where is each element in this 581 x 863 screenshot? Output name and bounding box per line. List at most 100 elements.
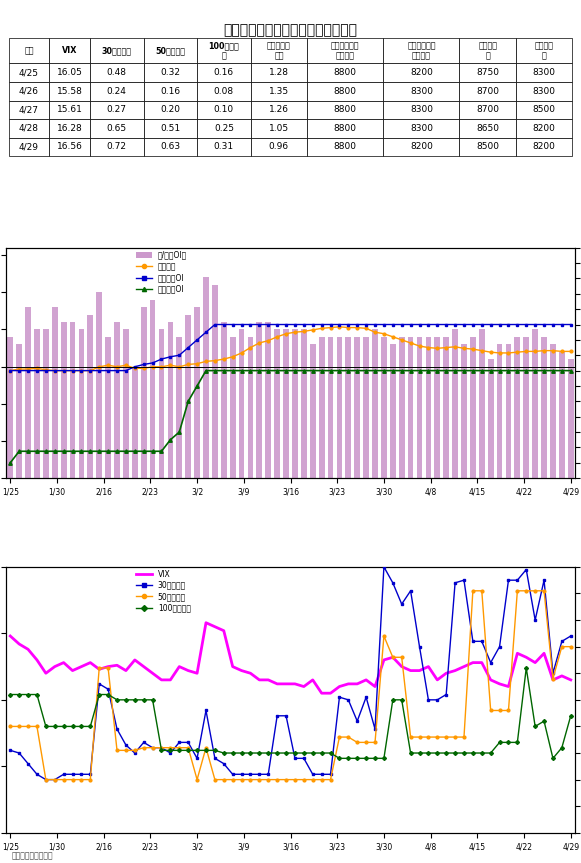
Bar: [9, 64, 49, 82]
Bar: [197, 119, 251, 138]
Bar: [52, 307, 58, 515]
Text: 1.35: 1.35: [269, 87, 289, 96]
Text: 15.58: 15.58: [57, 87, 83, 96]
Bar: [239, 330, 245, 515]
Bar: [301, 330, 307, 515]
Text: 0.24: 0.24: [107, 87, 127, 96]
Bar: [96, 293, 102, 515]
Text: 8750: 8750: [476, 68, 499, 78]
Text: 30日百分位: 30日百分位: [102, 47, 132, 55]
Bar: [307, 82, 383, 101]
Text: 0.51: 0.51: [160, 124, 180, 133]
Bar: [49, 119, 90, 138]
Text: 50日百分位: 50日百分位: [155, 47, 185, 55]
Bar: [144, 101, 197, 119]
Bar: [8, 337, 13, 515]
Bar: [150, 299, 156, 515]
Bar: [381, 337, 387, 515]
Text: 8500: 8500: [533, 105, 555, 115]
Bar: [185, 315, 191, 515]
Bar: [49, 64, 90, 82]
Bar: [9, 38, 49, 64]
Bar: [256, 322, 262, 515]
Bar: [532, 330, 538, 515]
Text: 8800: 8800: [333, 68, 357, 78]
Bar: [144, 64, 197, 82]
Bar: [90, 38, 144, 64]
Text: 8800: 8800: [333, 142, 357, 151]
Bar: [460, 82, 516, 101]
Text: 0.31: 0.31: [214, 142, 234, 151]
Bar: [307, 119, 383, 138]
Bar: [319, 337, 325, 515]
Text: 4/25: 4/25: [19, 68, 39, 78]
Bar: [144, 119, 197, 138]
Text: 1.26: 1.26: [269, 105, 289, 115]
Text: 0.32: 0.32: [160, 68, 180, 78]
Bar: [34, 330, 40, 515]
Text: 8300: 8300: [533, 68, 555, 78]
Text: 8800: 8800: [333, 124, 357, 133]
Bar: [49, 82, 90, 101]
Text: 選賣權最
大: 選賣權最 大: [535, 41, 554, 60]
Bar: [383, 38, 460, 64]
Bar: [452, 330, 458, 515]
Bar: [541, 337, 547, 515]
Bar: [25, 307, 31, 515]
Bar: [251, 64, 307, 82]
Bar: [144, 82, 197, 101]
Bar: [372, 330, 378, 515]
Bar: [514, 337, 520, 515]
Bar: [197, 101, 251, 119]
Bar: [417, 337, 422, 515]
Text: 8800: 8800: [333, 87, 357, 96]
Text: 選擇權波動率指數與賣買權未平倉比: 選擇權波動率指數與賣買權未平倉比: [224, 23, 357, 37]
Bar: [197, 82, 251, 101]
Bar: [390, 344, 396, 515]
Text: 0.16: 0.16: [214, 68, 234, 78]
Text: 15.61: 15.61: [57, 105, 83, 115]
Bar: [90, 64, 144, 82]
Bar: [559, 352, 565, 515]
Bar: [516, 138, 572, 156]
Bar: [9, 82, 49, 101]
Bar: [568, 359, 573, 515]
Bar: [141, 307, 146, 515]
Text: 選買權最
大: 選買權最 大: [478, 41, 497, 60]
Bar: [251, 138, 307, 156]
Bar: [49, 138, 90, 156]
Bar: [307, 64, 383, 82]
Text: 8300: 8300: [410, 105, 433, 115]
Bar: [123, 330, 129, 515]
Bar: [90, 101, 144, 119]
Text: 買權最大未平
倉履約價: 買權最大未平 倉履約價: [331, 41, 360, 60]
Bar: [461, 344, 467, 515]
Bar: [283, 330, 289, 515]
Bar: [9, 119, 49, 138]
Text: 0.96: 0.96: [269, 142, 289, 151]
Bar: [479, 330, 485, 515]
Bar: [460, 64, 516, 82]
Bar: [70, 322, 76, 515]
Text: 16.56: 16.56: [57, 142, 83, 151]
Text: 100日百分
位: 100日百分 位: [209, 41, 239, 60]
Bar: [460, 138, 516, 156]
Text: 0.25: 0.25: [214, 124, 234, 133]
Bar: [87, 315, 93, 515]
Bar: [16, 344, 22, 515]
Bar: [354, 337, 360, 515]
Text: 8650: 8650: [476, 124, 499, 133]
Text: 8300: 8300: [533, 87, 555, 96]
Bar: [516, 64, 572, 82]
Bar: [505, 344, 511, 515]
Bar: [132, 367, 138, 515]
Bar: [435, 337, 440, 515]
Text: 賣買權未平
倉比: 賣買權未平 倉比: [267, 41, 291, 60]
Bar: [197, 38, 251, 64]
Text: 0.08: 0.08: [214, 87, 234, 96]
Text: 8200: 8200: [410, 68, 433, 78]
Bar: [274, 330, 280, 515]
Bar: [49, 38, 90, 64]
Bar: [383, 64, 460, 82]
Bar: [307, 138, 383, 156]
